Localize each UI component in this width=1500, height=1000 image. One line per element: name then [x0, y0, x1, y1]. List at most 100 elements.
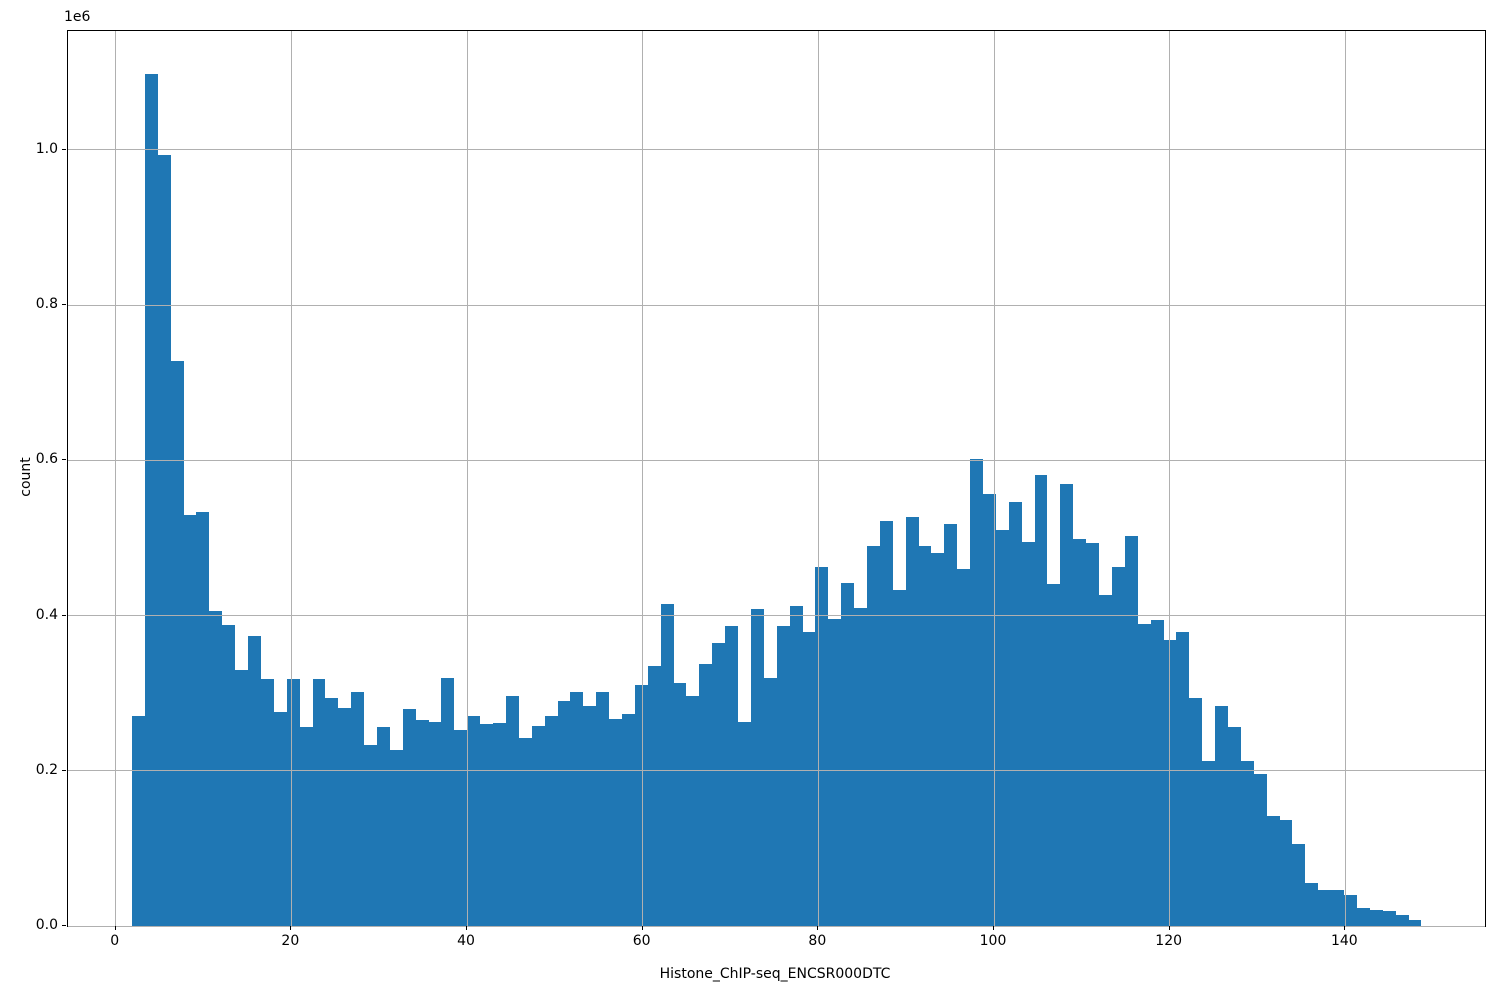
histogram-bar — [467, 715, 481, 926]
histogram-bar — [854, 607, 867, 926]
histogram-bar — [828, 619, 842, 926]
histogram-bar — [531, 725, 545, 926]
x-tick-label: 20 — [281, 933, 300, 949]
histogram-bar — [634, 685, 648, 926]
histogram-bar — [248, 635, 261, 926]
histogram-bar — [325, 697, 339, 926]
histogram-bar — [235, 669, 249, 926]
histogram-bar — [1382, 911, 1396, 926]
histogram-bar — [1253, 773, 1267, 926]
histogram-bar — [441, 678, 455, 926]
x-axis-label: Histone_ChIP-seq_ENCSR000DTC — [659, 966, 891, 982]
histogram-bar — [725, 625, 739, 926]
histogram-bar — [557, 700, 571, 926]
x-tick-label: 60 — [632, 933, 651, 949]
histogram-bar — [931, 553, 945, 926]
y-axis-label: count — [18, 457, 34, 497]
histogram-bar — [1279, 819, 1293, 926]
histogram-bar — [222, 624, 236, 926]
histogram-bar — [338, 707, 352, 926]
histogram-bar — [802, 631, 816, 926]
x-tick — [1168, 926, 1170, 930]
histogram-bar — [1292, 843, 1306, 926]
histogram-bar — [647, 665, 661, 926]
histogram-bar — [570, 691, 584, 926]
histogram-bar — [776, 626, 790, 926]
histogram-bar — [738, 721, 751, 926]
x-tick-label: 0 — [110, 933, 120, 949]
histogram-bar — [377, 727, 390, 926]
x-tick-label: 80 — [808, 933, 827, 949]
histogram-bar — [583, 706, 597, 926]
histogram-bar — [402, 708, 416, 926]
x-tick — [1344, 926, 1346, 930]
gridline-vertical — [817, 31, 819, 926]
histogram-bar — [132, 716, 145, 926]
histogram-bar — [1176, 631, 1190, 926]
histogram-bar — [957, 568, 971, 926]
histogram-bar — [1047, 583, 1061, 926]
histogram-bar — [1124, 535, 1138, 926]
histogram-bar — [480, 724, 494, 926]
histogram-bar — [789, 606, 803, 926]
gridline-vertical — [993, 31, 995, 926]
histogram-bar — [1331, 889, 1345, 926]
histogram-bar — [1202, 761, 1216, 926]
histogram-bar — [1344, 894, 1357, 926]
x-tick-label: 140 — [1330, 933, 1358, 949]
histogram-bar — [1228, 727, 1241, 926]
histogram-bar — [1111, 566, 1125, 926]
histogram-bar — [995, 530, 1009, 926]
histogram-bar — [157, 155, 171, 926]
y-tick — [62, 614, 66, 616]
histogram-bar — [1086, 542, 1100, 926]
gridline-vertical — [1344, 31, 1346, 926]
histogram-bar — [866, 545, 880, 926]
gridline-vertical — [290, 31, 292, 926]
histogram-bar — [1408, 919, 1422, 926]
histogram-bar — [596, 691, 610, 926]
histogram-bar — [299, 727, 313, 926]
histogram-bar — [389, 749, 403, 926]
histogram-bar — [944, 523, 958, 926]
x-tick — [993, 926, 995, 930]
x-tick — [817, 926, 819, 930]
histogram-bar — [750, 609, 764, 926]
histogram-bar — [286, 679, 300, 926]
histogram-bar — [1150, 620, 1164, 926]
histogram-bar — [879, 520, 893, 926]
histogram-bar — [1318, 890, 1332, 926]
gridline-vertical — [115, 31, 117, 926]
gridline-horizontal — [68, 925, 1485, 927]
histogram-bar — [273, 711, 287, 926]
histogram-bar — [544, 715, 558, 926]
histogram-bar — [763, 678, 777, 926]
plot-area — [67, 30, 1486, 927]
gridline-vertical — [1169, 31, 1171, 926]
histogram-bar — [351, 692, 365, 926]
histogram-bar — [260, 679, 274, 926]
y-tick-label: 0.4 — [35, 606, 58, 623]
y-axis-offset-label: 1e6 — [64, 9, 91, 25]
histogram-bar — [892, 589, 906, 926]
y-tick-label: 0.2 — [35, 761, 58, 778]
x-tick — [114, 926, 116, 930]
histogram-bar — [1073, 538, 1087, 926]
histogram-bar — [196, 511, 210, 926]
histogram-bar — [918, 545, 932, 926]
histogram-bar — [609, 718, 622, 926]
histogram-bar — [1021, 541, 1035, 926]
histogram-bar — [1240, 760, 1254, 926]
histogram-bar — [209, 610, 223, 926]
histogram-bar — [144, 73, 158, 926]
histogram-bar — [493, 722, 506, 926]
histogram-bar — [1034, 475, 1048, 926]
histogram-bar — [1395, 915, 1409, 926]
histogram-bar — [841, 582, 855, 926]
histogram-bar — [518, 738, 532, 926]
histogram-bar — [428, 721, 442, 926]
x-tick-label: 40 — [457, 933, 475, 949]
histogram-bar — [1305, 883, 1319, 926]
histogram-bar — [1356, 908, 1370, 926]
